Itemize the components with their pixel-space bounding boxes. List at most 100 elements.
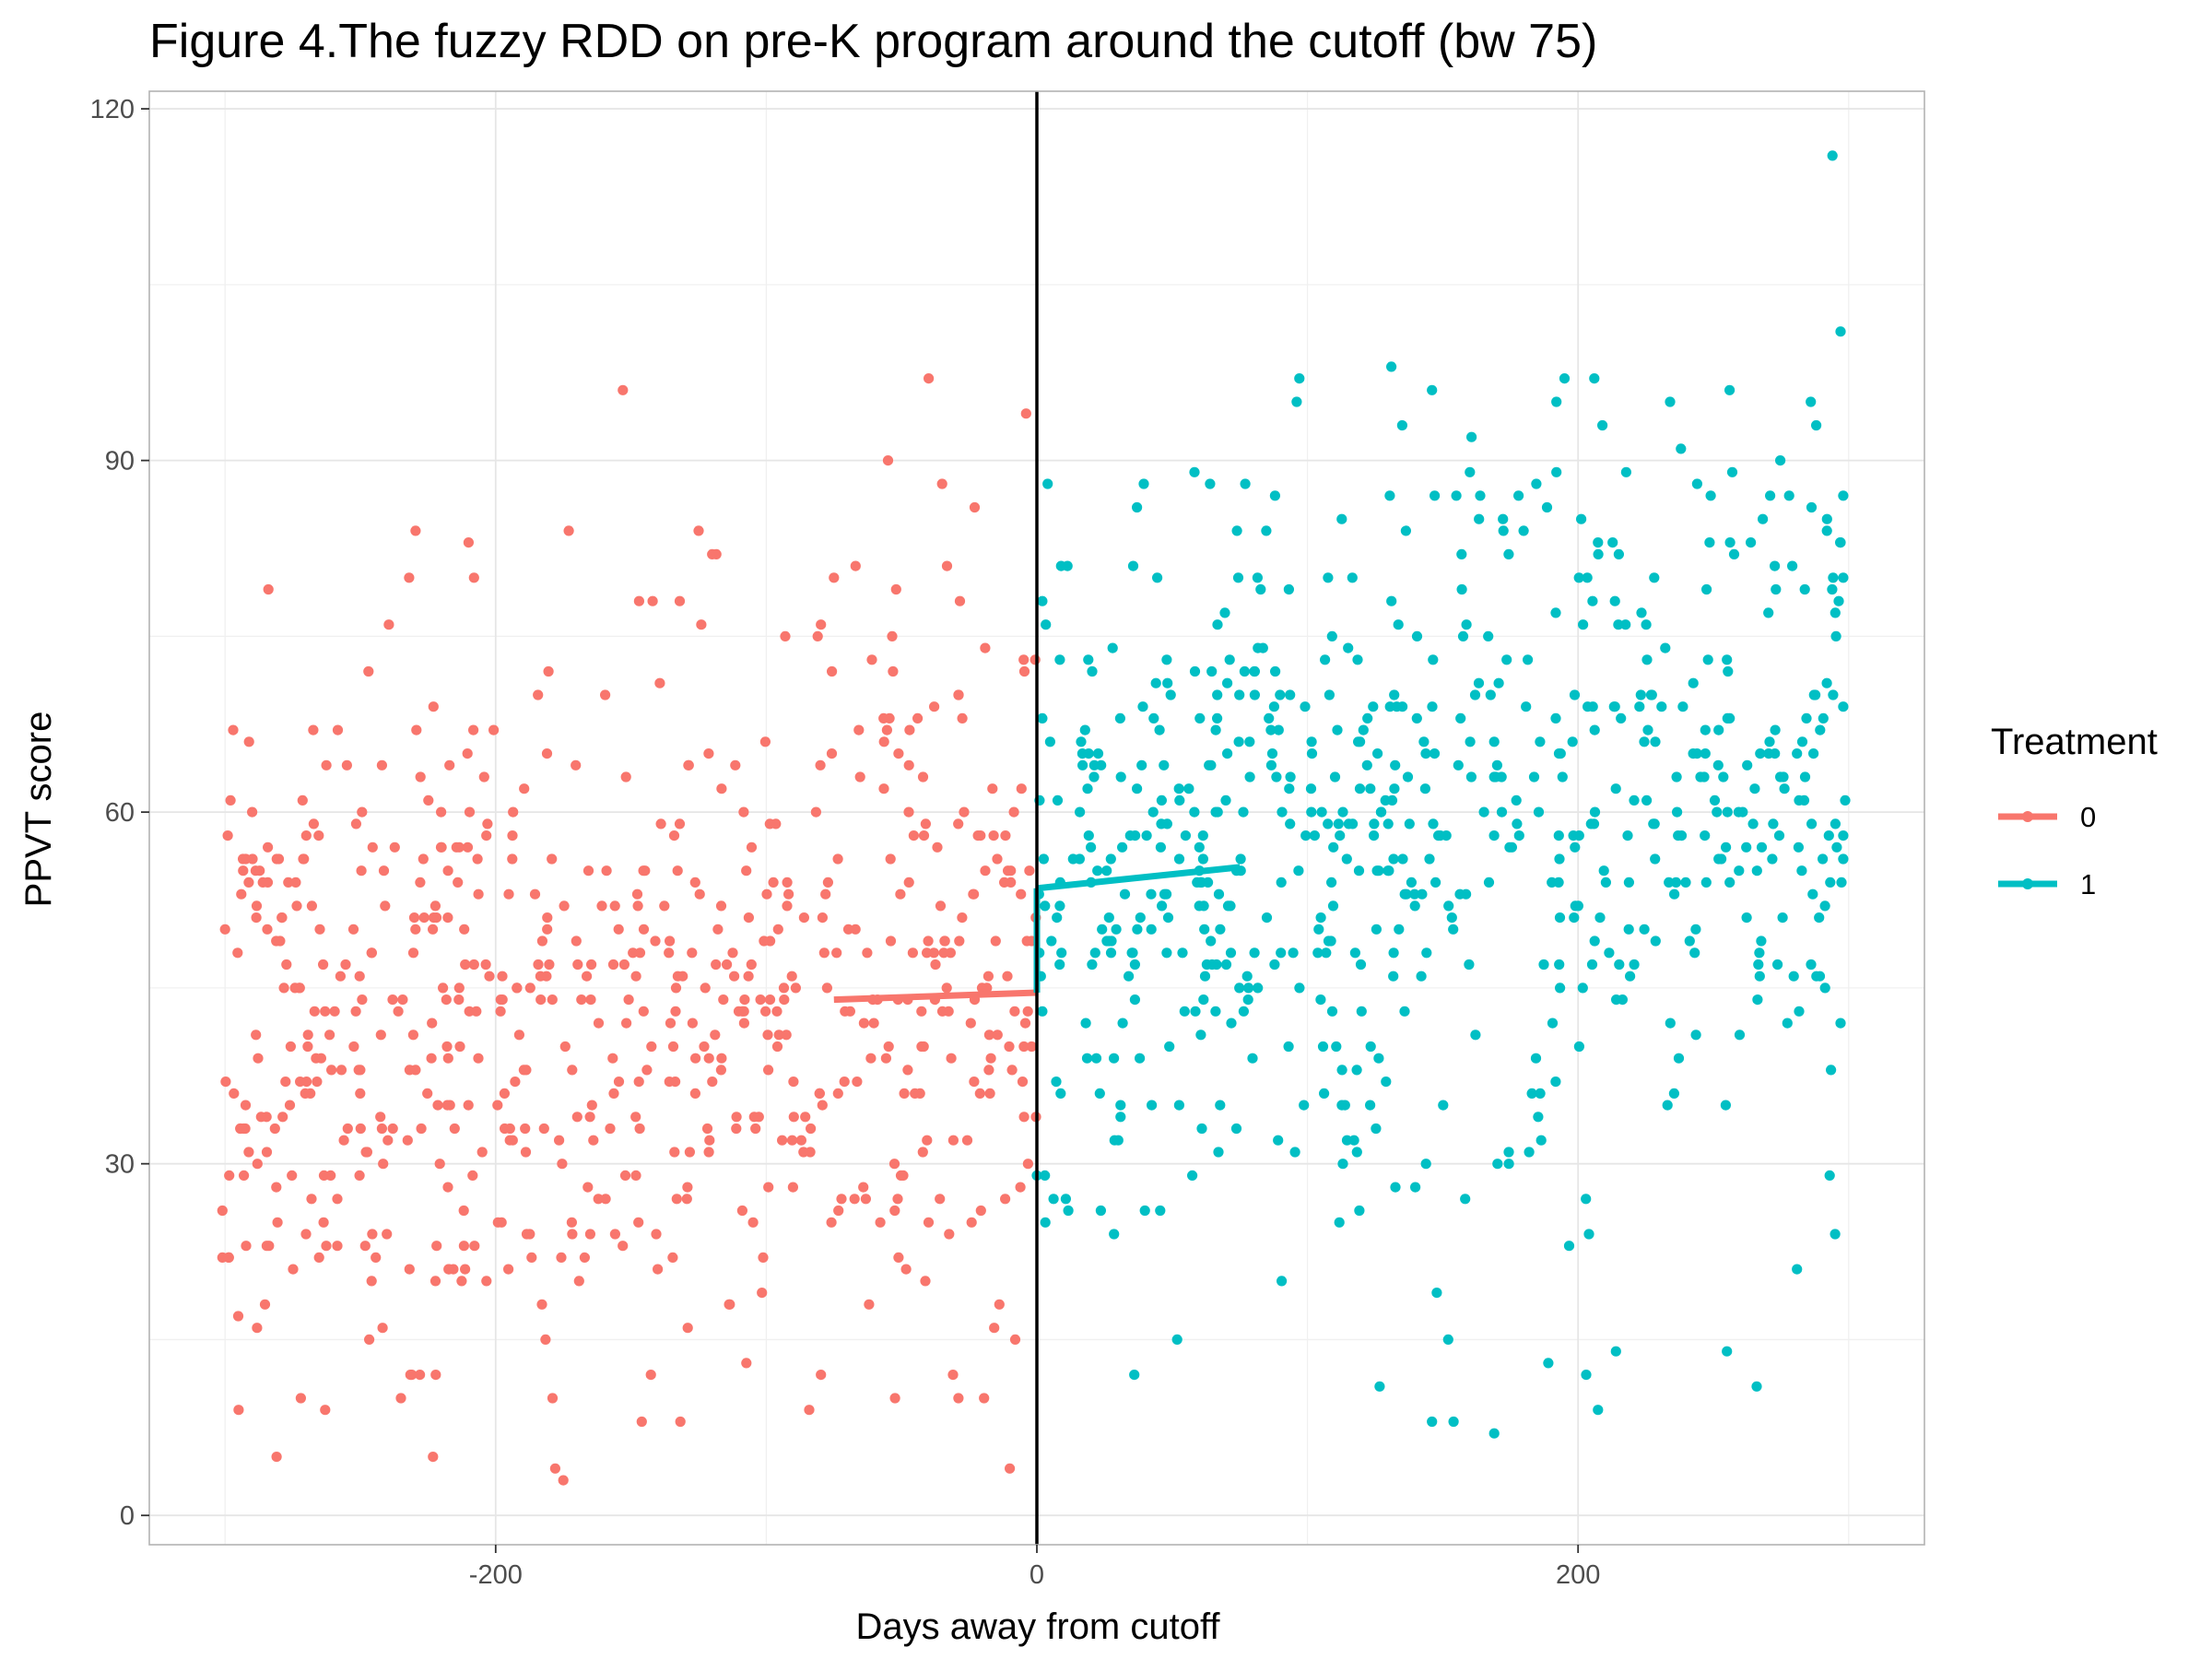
series-0-point [217,1252,228,1263]
series-1-point [1665,396,1676,407]
series-1-point [1751,865,1762,877]
series-0-point [621,1018,632,1029]
series-1-point [1117,1018,1128,1029]
series-0-point [314,924,325,935]
series-0-point [630,971,641,982]
series-0-point [665,1018,677,1029]
series-1-point [1513,490,1524,501]
series-0-point [408,912,420,924]
series-0-point [888,1159,900,1170]
series-1-point [1581,1370,1592,1381]
series-0-point [704,1135,715,1146]
series-1-point [1689,947,1700,959]
series-0-point [682,1323,693,1334]
series-0-point [633,595,645,606]
series-1-point [1819,982,1830,994]
series-1-point [1496,771,1507,782]
series-0-point [731,1123,742,1135]
series-0-point [712,924,724,935]
series-1-point [1726,466,1738,477]
series-1-point [1576,513,1587,524]
series-1-point [1177,947,1188,959]
series-1-point [1567,736,1578,747]
series-1-point [1741,841,1752,853]
series-0-point [397,994,408,1006]
series-0-point [302,1030,313,1041]
series-0-point [428,1452,439,1463]
series-0-point [875,1217,886,1228]
series-0-point [987,783,998,794]
series-1-point [1309,830,1320,841]
series-1-point [1796,865,1807,877]
series-1-point [1777,912,1788,924]
series-1-point [1052,794,1064,806]
series-0-point [878,712,889,724]
series-0-point [586,1100,597,1111]
series-0-point [907,947,919,959]
series-0-point [324,1030,335,1041]
series-1-point [1355,959,1367,971]
series-0-point [804,1405,815,1416]
series-1-point [1770,724,1781,735]
series-0-point [271,935,282,947]
series-0-point [460,959,471,971]
series-0-point [888,665,899,677]
series-0-point [687,947,698,959]
series-1-point [1713,724,1724,735]
series-0-point [432,1100,443,1111]
series-0-point [829,572,840,583]
series-0-point [630,1112,641,1123]
series-0-point [982,982,993,994]
series-1-point [1461,619,1472,630]
series-1-point [1431,1288,1442,1299]
series-0-point [473,888,484,900]
series-0-point [243,736,254,747]
series-0-point [729,971,740,982]
series-1-point [1543,1358,1554,1369]
series-1-point [1361,759,1372,771]
series-1-point [1206,759,1217,771]
series-1-point [1111,924,1122,935]
series-0-point [707,548,718,560]
series-1-point [1722,806,1733,818]
series-0-point [703,1147,714,1158]
series-1-point [1161,888,1172,900]
series-1-point [1424,853,1435,865]
series-0-point [285,1041,296,1053]
series-0-point [495,994,506,1006]
series-1-point [1156,794,1167,806]
series-0-point [743,971,754,982]
series-1-point [1649,818,1660,830]
series-1-point [1150,677,1161,688]
series-1-point [1501,654,1512,665]
series-0-point [269,1123,280,1135]
series-0-point [508,806,519,818]
series-0-point [335,971,346,982]
series-0-point [239,1170,250,1181]
series-1-point [1551,466,1562,477]
series-0-point [716,1053,727,1064]
series-0-point [520,1123,531,1135]
series-0-point [460,1264,471,1275]
series-1-point [1799,583,1810,595]
series-1-point [1199,971,1211,982]
series-0-point [947,1135,959,1146]
series-1-point [1326,877,1337,888]
series-1-point [1173,1100,1184,1111]
series-0-point [542,924,553,935]
series-0-point [690,1053,701,1064]
series-1-point [1535,1135,1547,1146]
series-1-point [1765,490,1776,501]
series-0-point [938,947,949,959]
series-1-point [1095,1205,1106,1217]
series-0-point [699,1041,710,1053]
series-1-point [1498,525,1509,536]
series-1-point [1538,959,1549,971]
series-0-point [638,865,649,877]
series-0-point [573,1276,584,1287]
series-1-point [1054,959,1065,971]
series-1-point [1197,830,1208,841]
series-0-point [418,853,429,865]
series-0-point [535,971,547,982]
series-0-point [903,806,914,818]
